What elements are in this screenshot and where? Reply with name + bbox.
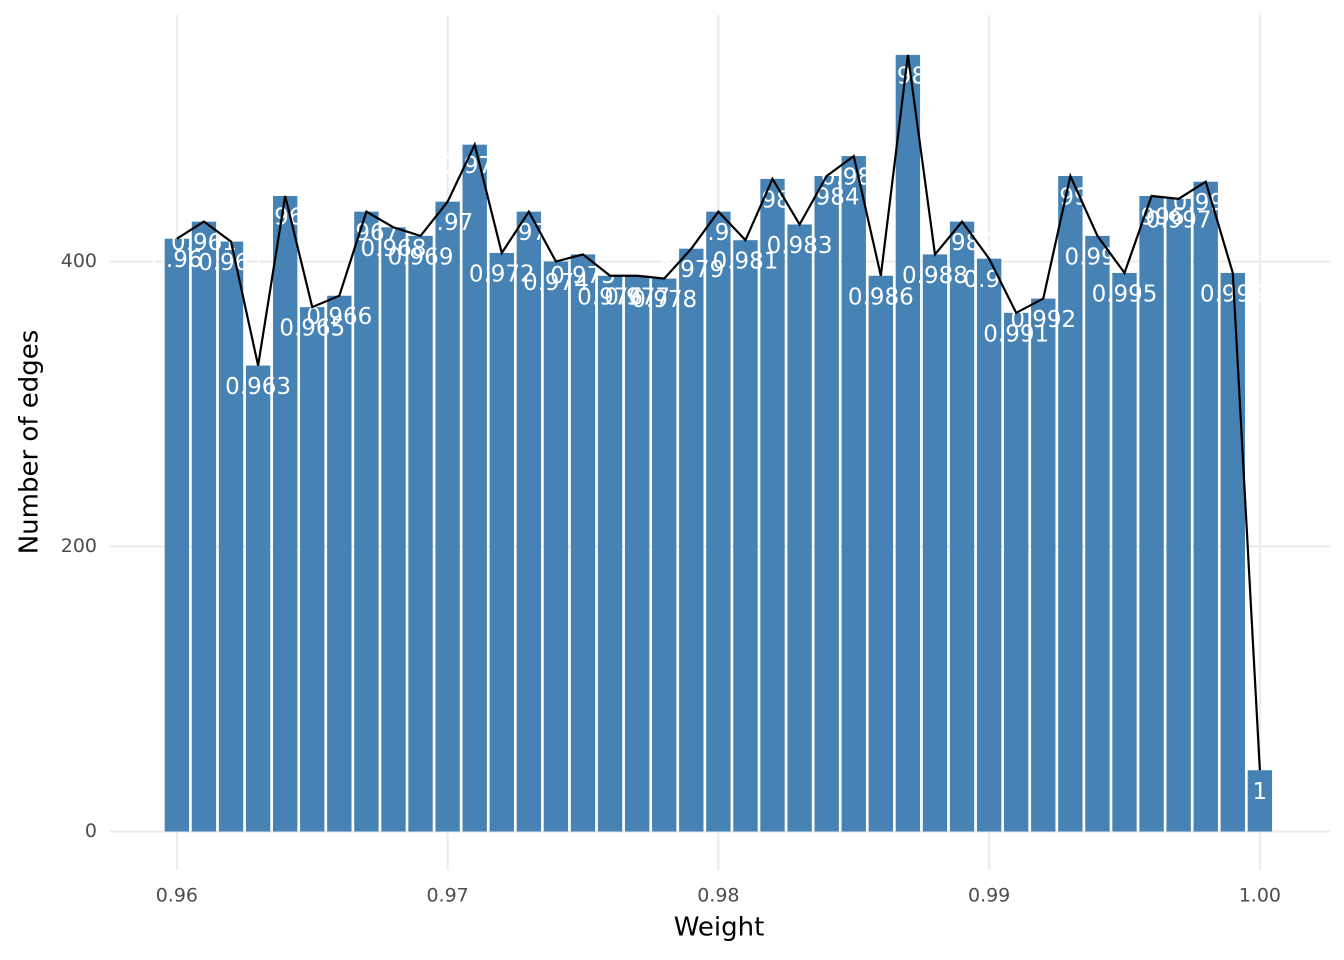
bar [1139, 195, 1164, 832]
trend-line [176, 54, 1261, 771]
bar [706, 211, 731, 832]
y-tick-label: 400 [61, 250, 97, 272]
bar [895, 54, 921, 832]
x-tick-label: 1.00 [1239, 885, 1281, 907]
value-label: 0.993 [1037, 185, 1103, 211]
bar [570, 254, 596, 832]
bar [354, 211, 379, 832]
bar [327, 295, 352, 832]
value-label: 0.98 [693, 220, 744, 246]
bar [245, 365, 271, 832]
bar [1247, 770, 1273, 832]
bar [787, 224, 812, 832]
x-tick-label: 0.99 [968, 885, 1010, 907]
bar [868, 275, 894, 832]
bar [814, 176, 839, 832]
bar [1031, 298, 1056, 832]
y-tick-label: 0 [85, 820, 97, 842]
bar [191, 221, 217, 832]
value-label: 0.987 [875, 63, 941, 89]
value-label: 0.979 [658, 257, 724, 283]
value-label: 0.966 [306, 304, 372, 330]
bar [218, 241, 244, 832]
bar [462, 144, 487, 832]
value-label: 0.977 [604, 284, 670, 310]
bar [1004, 312, 1029, 832]
value-label: 0.973 [496, 220, 562, 246]
value-label: 0.986 [848, 284, 914, 310]
value-label: 0.982 [740, 187, 806, 213]
x-tick-label: 0.96 [156, 885, 198, 907]
bar [516, 211, 542, 832]
bar [1112, 272, 1137, 832]
bar [652, 278, 677, 832]
bar [164, 238, 190, 832]
value-label: 0.99 [964, 267, 1015, 293]
bar [733, 240, 758, 832]
value-label: 0.976 [577, 284, 643, 310]
bar [760, 178, 785, 832]
value-label: 0.975 [550, 263, 616, 289]
value-label: 0.998 [1173, 190, 1239, 216]
value-label: 0.995 [1092, 281, 1158, 307]
value-label: 0.965 [279, 316, 345, 342]
bar [300, 307, 325, 832]
x-tick-label: 0.97 [426, 885, 468, 907]
value-label: 0.972 [469, 261, 535, 287]
value-label: 0.968 [361, 236, 427, 262]
bar [543, 261, 569, 832]
bar [489, 252, 514, 832]
bar [679, 248, 704, 832]
bar [435, 201, 460, 832]
value-label: 0.964 [252, 204, 318, 230]
value-label: 1 [1253, 779, 1268, 805]
bar [624, 275, 650, 832]
bar [272, 195, 298, 832]
bar [408, 235, 433, 832]
value-label: 0.984 [794, 185, 860, 211]
bar [922, 254, 948, 832]
value-label: 0.981 [713, 249, 779, 275]
value-label: 0.985 [821, 165, 887, 191]
value-label: 0.983 [767, 233, 833, 259]
value-label: 0.988 [902, 263, 968, 289]
x-tick-label: 0.98 [697, 885, 739, 907]
bar [1085, 235, 1110, 832]
bar [381, 227, 406, 832]
bar [1166, 198, 1191, 832]
x-axis-title: Weight [674, 913, 765, 943]
value-label: 0.962 [198, 250, 264, 276]
value-label: 0.96 [151, 247, 202, 273]
value-label: 0.969 [388, 244, 454, 270]
y-tick-label: 200 [61, 535, 97, 557]
bar [1193, 181, 1218, 832]
bar [976, 258, 1002, 832]
bar [1220, 272, 1245, 832]
value-label: 0.991 [983, 321, 1049, 347]
bar [949, 221, 975, 832]
bar [841, 156, 866, 832]
value-label: 0.996 [1119, 204, 1185, 230]
value-label: 0.992 [1010, 307, 1076, 333]
value-label: 0.978 [631, 287, 697, 313]
value-label: 0.974 [523, 270, 589, 296]
y-axis-title: Number of edges [15, 330, 45, 555]
value-label: 0.997 [1146, 207, 1212, 233]
bar [1058, 176, 1083, 832]
value-label: 0.971 [442, 153, 508, 179]
value-label: 0.963 [225, 374, 291, 400]
bar [597, 275, 623, 832]
